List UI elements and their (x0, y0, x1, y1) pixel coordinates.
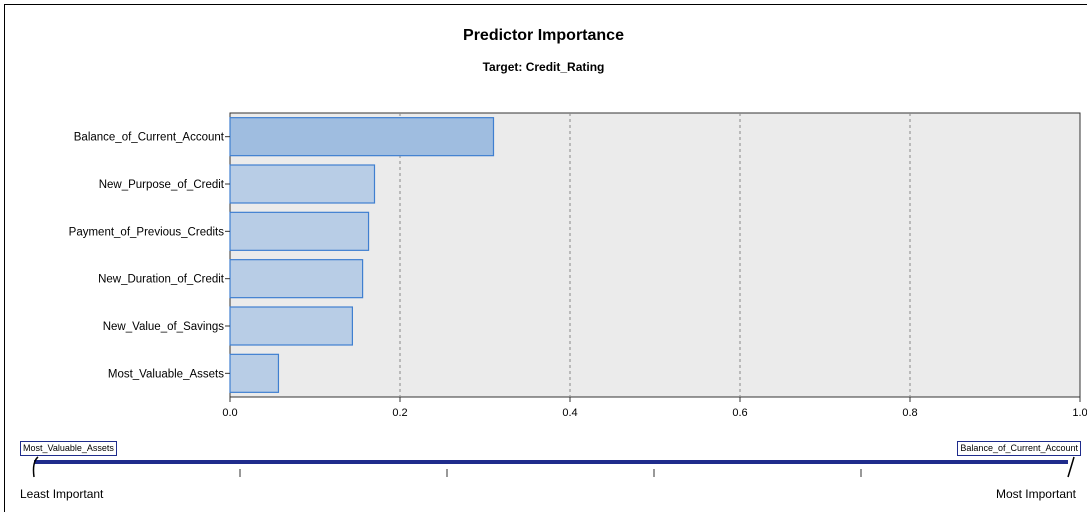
x-tick-label: 1.0 (1072, 407, 1087, 419)
plot-area (229, 112, 1081, 398)
x-tick-label: 0.4 (562, 407, 577, 419)
most-important-tag: Balance_of_Current_Account (957, 441, 1081, 456)
y-tick-label: New_Value_of_Savings (103, 321, 225, 333)
least-important-label: Least Important (20, 487, 104, 501)
bar (229, 117, 495, 157)
x-tick-label: 0.0 (222, 407, 237, 419)
bar (229, 353, 280, 393)
scale-left-bracket (32, 456, 39, 478)
scale-right-bracket (1067, 456, 1075, 478)
y-tick-label: Most_Valuable_Assets (108, 368, 224, 380)
most-important-label: Most Important (995, 487, 1076, 501)
chart-title: Predictor Importance (463, 27, 624, 44)
x-tick-label: 0.6 (732, 407, 747, 419)
x-tick-label: 0.2 (392, 407, 407, 419)
bar (229, 164, 376, 204)
x-tick-label: 0.8 (902, 407, 917, 419)
bar (229, 306, 354, 346)
y-tick-label: New_Purpose_of_Credit (99, 179, 225, 191)
y-tick-label: New_Duration_of_Credit (98, 274, 225, 286)
y-tick-label: Payment_of_Previous_Credits (69, 226, 225, 238)
bar (229, 259, 364, 299)
chart-subtitle: Target: Credit_Rating (482, 60, 605, 74)
chart-frame (4, 4, 1087, 512)
bar (229, 211, 370, 251)
y-tick-label: Balance_of_Current_Account (74, 132, 225, 144)
least-important-tag: Most_Valuable_Assets (20, 441, 117, 456)
